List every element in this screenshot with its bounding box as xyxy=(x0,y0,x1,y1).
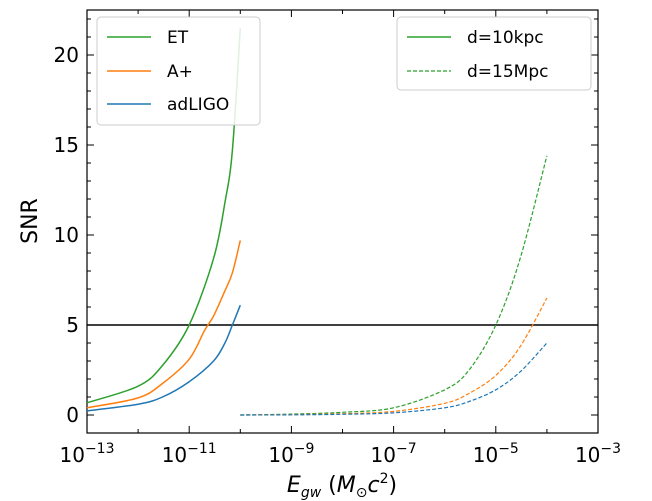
series-group xyxy=(86,27,548,416)
legend-label-10kpc: d=10kpc xyxy=(467,28,544,48)
x-tick-label: 10−7 xyxy=(371,441,417,467)
y-tick-label: 5 xyxy=(66,313,79,337)
axis-ticks: 10−13 10−11 10−9 10−7 10−5 10−3 0 5 10 15 20 xyxy=(54,10,621,467)
x-tick-label: 10−11 xyxy=(162,441,217,467)
series-line-2 xyxy=(86,304,241,412)
legend-detectors-box xyxy=(96,16,261,126)
series-line-4 xyxy=(240,297,548,416)
legend-label-adligo: adLIGO xyxy=(167,95,229,115)
y-axis-label: SNR xyxy=(18,198,43,244)
x-axis-label: Egw (M⊙c2) xyxy=(287,471,397,501)
x-tick-label: 10−9 xyxy=(268,441,314,467)
legend-distance: d=10kpc d=15Mpc xyxy=(396,16,592,91)
y-tick-label: 0 xyxy=(66,403,79,427)
series-line-1 xyxy=(86,240,242,409)
y-tick-label: 15 xyxy=(54,133,79,157)
series-line-3 xyxy=(240,155,548,416)
legend-detectors: ET A+ adLIGO xyxy=(96,16,261,126)
legend-distance-box xyxy=(396,16,592,91)
legend-label-et: ET xyxy=(167,28,189,48)
x-tick-label: 10−13 xyxy=(60,441,115,467)
x-tick-label: 10−5 xyxy=(473,441,519,467)
series-line-5 xyxy=(240,342,548,416)
legend-label-aplus: A+ xyxy=(167,62,193,82)
legend-label-15mpc: d=15Mpc xyxy=(467,62,548,82)
x-tick-label: 10−3 xyxy=(575,441,621,467)
series-line-0 xyxy=(86,27,242,404)
y-tick-label: 10 xyxy=(54,223,79,247)
y-tick-label: 20 xyxy=(54,43,79,67)
